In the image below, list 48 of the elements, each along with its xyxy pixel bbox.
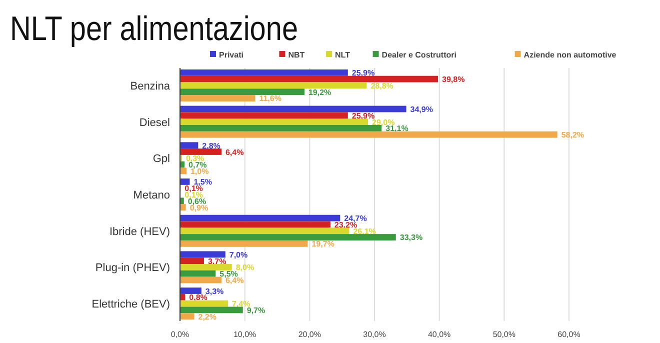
data-label: 29,0% — [372, 118, 395, 127]
data-label: 28,8% — [370, 81, 394, 90]
data-label: 5,5% — [220, 270, 238, 279]
y-tick-label: Ibride (HEV) — [109, 226, 170, 238]
data-label: 0,6% — [188, 196, 206, 206]
data-label: 8,0% — [236, 263, 254, 272]
x-tick-label: 0,0% — [170, 330, 190, 339]
x-tick-label: 40,0% — [428, 330, 451, 339]
y-tick-label: Diesel — [139, 116, 170, 129]
data-label: 0,8% — [189, 293, 208, 302]
data-label: 11,6% — [259, 94, 282, 104]
data-label: 3,7% — [208, 256, 226, 266]
data-label: 1,5% — [194, 178, 212, 187]
data-label: 19,2% — [308, 88, 332, 97]
data-label: 34,9% — [410, 105, 433, 114]
x-tick-label: 60,0% — [558, 330, 580, 339]
data-label: 7,0% — [229, 250, 248, 260]
data-label: 0,1% — [184, 184, 203, 194]
legend-label: Aziende non automotive — [524, 50, 617, 60]
y-tick-label: Elettriche (BEV) — [92, 298, 170, 311]
x-tick-label: 50,0% — [492, 330, 516, 339]
data-label: 33,3% — [400, 233, 423, 242]
data-label: 2,8% — [202, 141, 220, 150]
legend-label: Privati — [219, 50, 244, 60]
data-label: 0,1% — [184, 190, 203, 200]
x-tick-label: 20,0% — [298, 330, 322, 339]
data-label: 6,4% — [225, 148, 244, 157]
data-label: 25,9% — [352, 111, 375, 120]
x-tick-label: 10,0% — [233, 330, 256, 339]
legend-label: NBT — [288, 50, 305, 60]
data-label: 0,3% — [186, 154, 204, 164]
data-label: 0,9% — [190, 203, 208, 212]
data-label: 25,9% — [352, 68, 375, 78]
x-tick-label: 30,0% — [363, 330, 386, 339]
chart-title: NLT per alimentazione — [10, 8, 298, 48]
y-tick-label: Plug-in (PHEV) — [95, 262, 170, 274]
legend-label: Dealer e Costruttori — [382, 50, 456, 60]
data-label: 26,1% — [353, 226, 376, 236]
y-tick-label: Benzina — [130, 80, 171, 92]
y-tick-label: Metano — [133, 190, 170, 202]
legend-label: NLT — [335, 50, 350, 60]
y-tick-label: Gpl — [152, 153, 170, 166]
data-label: 58,2% — [561, 130, 584, 140]
data-label: 39,8% — [442, 75, 465, 84]
data-label: 3,3% — [205, 286, 224, 296]
data-label: 2,2% — [198, 312, 216, 322]
data-label: 19,7% — [312, 240, 334, 249]
data-label: 31,1% — [386, 124, 408, 134]
